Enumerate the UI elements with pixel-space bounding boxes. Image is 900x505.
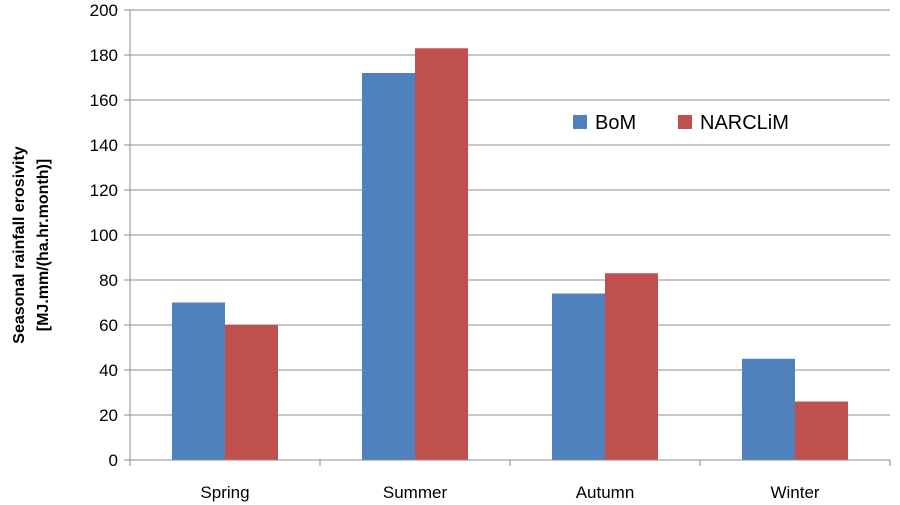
bar-narclim-spring <box>225 325 278 460</box>
bar-narclim-winter <box>795 401 848 460</box>
bar-bom-spring <box>172 302 225 460</box>
y-tick-label: 40 <box>99 361 118 380</box>
legend-label: NARCLiM <box>700 112 789 134</box>
y-tick-label: 160 <box>90 91 118 110</box>
y-axis-title: Seasonal rainfall erosivity [MJ.mm/(ha.hr… <box>11 146 52 344</box>
bar-bom-winter <box>742 358 795 460</box>
legend-swatch <box>573 115 587 129</box>
bar-bom-autumn <box>552 293 605 460</box>
y-tick-label: 60 <box>99 316 118 335</box>
x-tick-label: Spring <box>200 483 249 502</box>
y-tick-label: 80 <box>99 271 118 290</box>
y-axis-title-line: [MJ.mm/(ha.hr.month)] <box>35 159 52 331</box>
legend: BoM NARCLiM <box>573 112 789 134</box>
x-tick-label: Summer <box>383 483 448 502</box>
y-tick-label: 140 <box>90 136 118 155</box>
y-axis-title-line: Seasonal rainfall erosivity <box>11 146 28 344</box>
y-tick-label: 100 <box>90 226 118 245</box>
y-tick-label: 120 <box>90 181 118 200</box>
y-tick-label: 180 <box>90 46 118 65</box>
legend-swatch <box>678 115 692 129</box>
axes: 0 20 40 60 80 100 120 140 160 180 200 Spring Summer A… <box>90 1 891 502</box>
y-tick-label: 200 <box>90 1 118 20</box>
legend-label: BoM <box>595 112 636 134</box>
bar-narclim-summer <box>415 48 468 460</box>
bar-narclim-autumn <box>605 273 658 460</box>
x-tick-label: Winter <box>770 483 819 502</box>
y-tick-label: 20 <box>99 406 118 425</box>
x-tick-label: Autumn <box>576 483 635 502</box>
y-tick-label: 0 <box>109 451 118 470</box>
bars <box>172 48 848 460</box>
bar-bom-summer <box>362 73 415 460</box>
